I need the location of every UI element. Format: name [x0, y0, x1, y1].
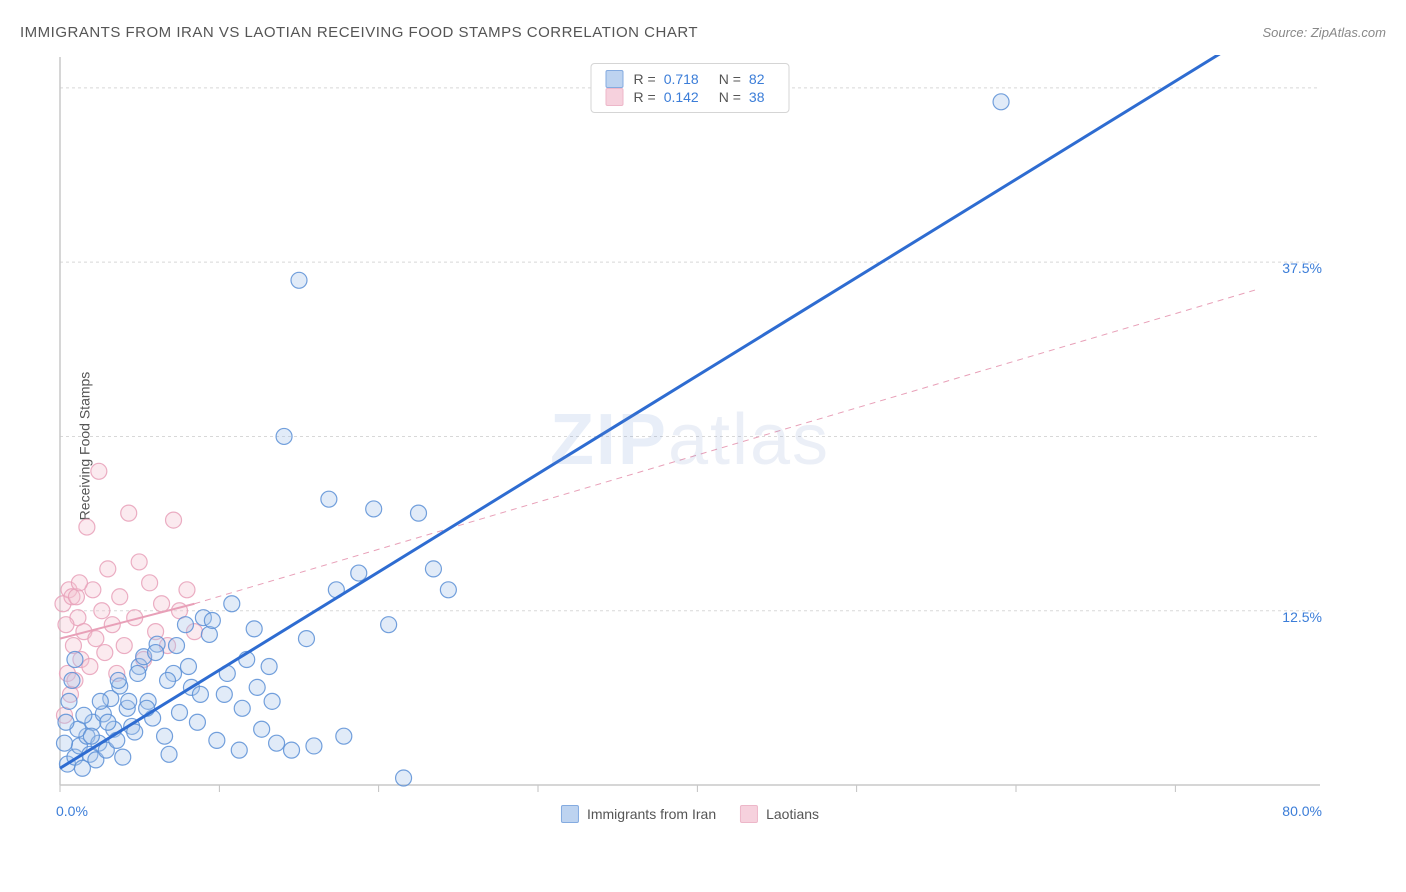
swatch-iran	[606, 70, 624, 88]
source-link[interactable]: ZipAtlas.com	[1311, 25, 1386, 40]
source-attribution: Source: ZipAtlas.com	[1262, 25, 1386, 40]
r-value-iran: 0.718	[664, 71, 699, 87]
legend-item-iran: Immigrants from Iran	[561, 805, 716, 823]
legend-item-laotian: Laotians	[740, 805, 819, 823]
n-value-laotian: 38	[749, 89, 765, 105]
swatch-iran-icon	[561, 805, 579, 823]
scatter-plot	[50, 55, 1330, 825]
x-axis-max-label: 80.0%	[1282, 803, 1322, 819]
y-axis-tick-label: 37.5%	[1282, 260, 1322, 276]
legend-label-iran: Immigrants from Iran	[587, 806, 716, 822]
correlation-legend: R = 0.718 N = 82 R = 0.142 N = 38	[591, 63, 790, 113]
r-label: R =	[634, 71, 656, 87]
n-value-iran: 82	[749, 71, 765, 87]
r-value-laotian: 0.142	[664, 89, 699, 105]
page-title: IMMIGRANTS FROM IRAN VS LAOTIAN RECEIVIN…	[20, 24, 698, 41]
n-label: N =	[719, 89, 741, 105]
series-legend: Immigrants from Iran Laotians	[561, 805, 819, 823]
legend-label-laotian: Laotians	[766, 806, 819, 822]
correlation-row-laotian: R = 0.142 N = 38	[606, 88, 775, 106]
x-axis-min-label: 0.0%	[56, 803, 88, 819]
n-label: N =	[719, 71, 741, 87]
swatch-laotian	[606, 88, 624, 106]
y-axis-tick-label: 12.5%	[1282, 609, 1322, 625]
correlation-row-iran: R = 0.718 N = 82	[606, 70, 775, 88]
source-prefix: Source:	[1262, 25, 1310, 40]
r-label: R =	[634, 89, 656, 105]
swatch-laotian-icon	[740, 805, 758, 823]
chart-area: ZIPatlas R = 0.718 N = 82 R = 0.142 N = …	[50, 55, 1330, 825]
